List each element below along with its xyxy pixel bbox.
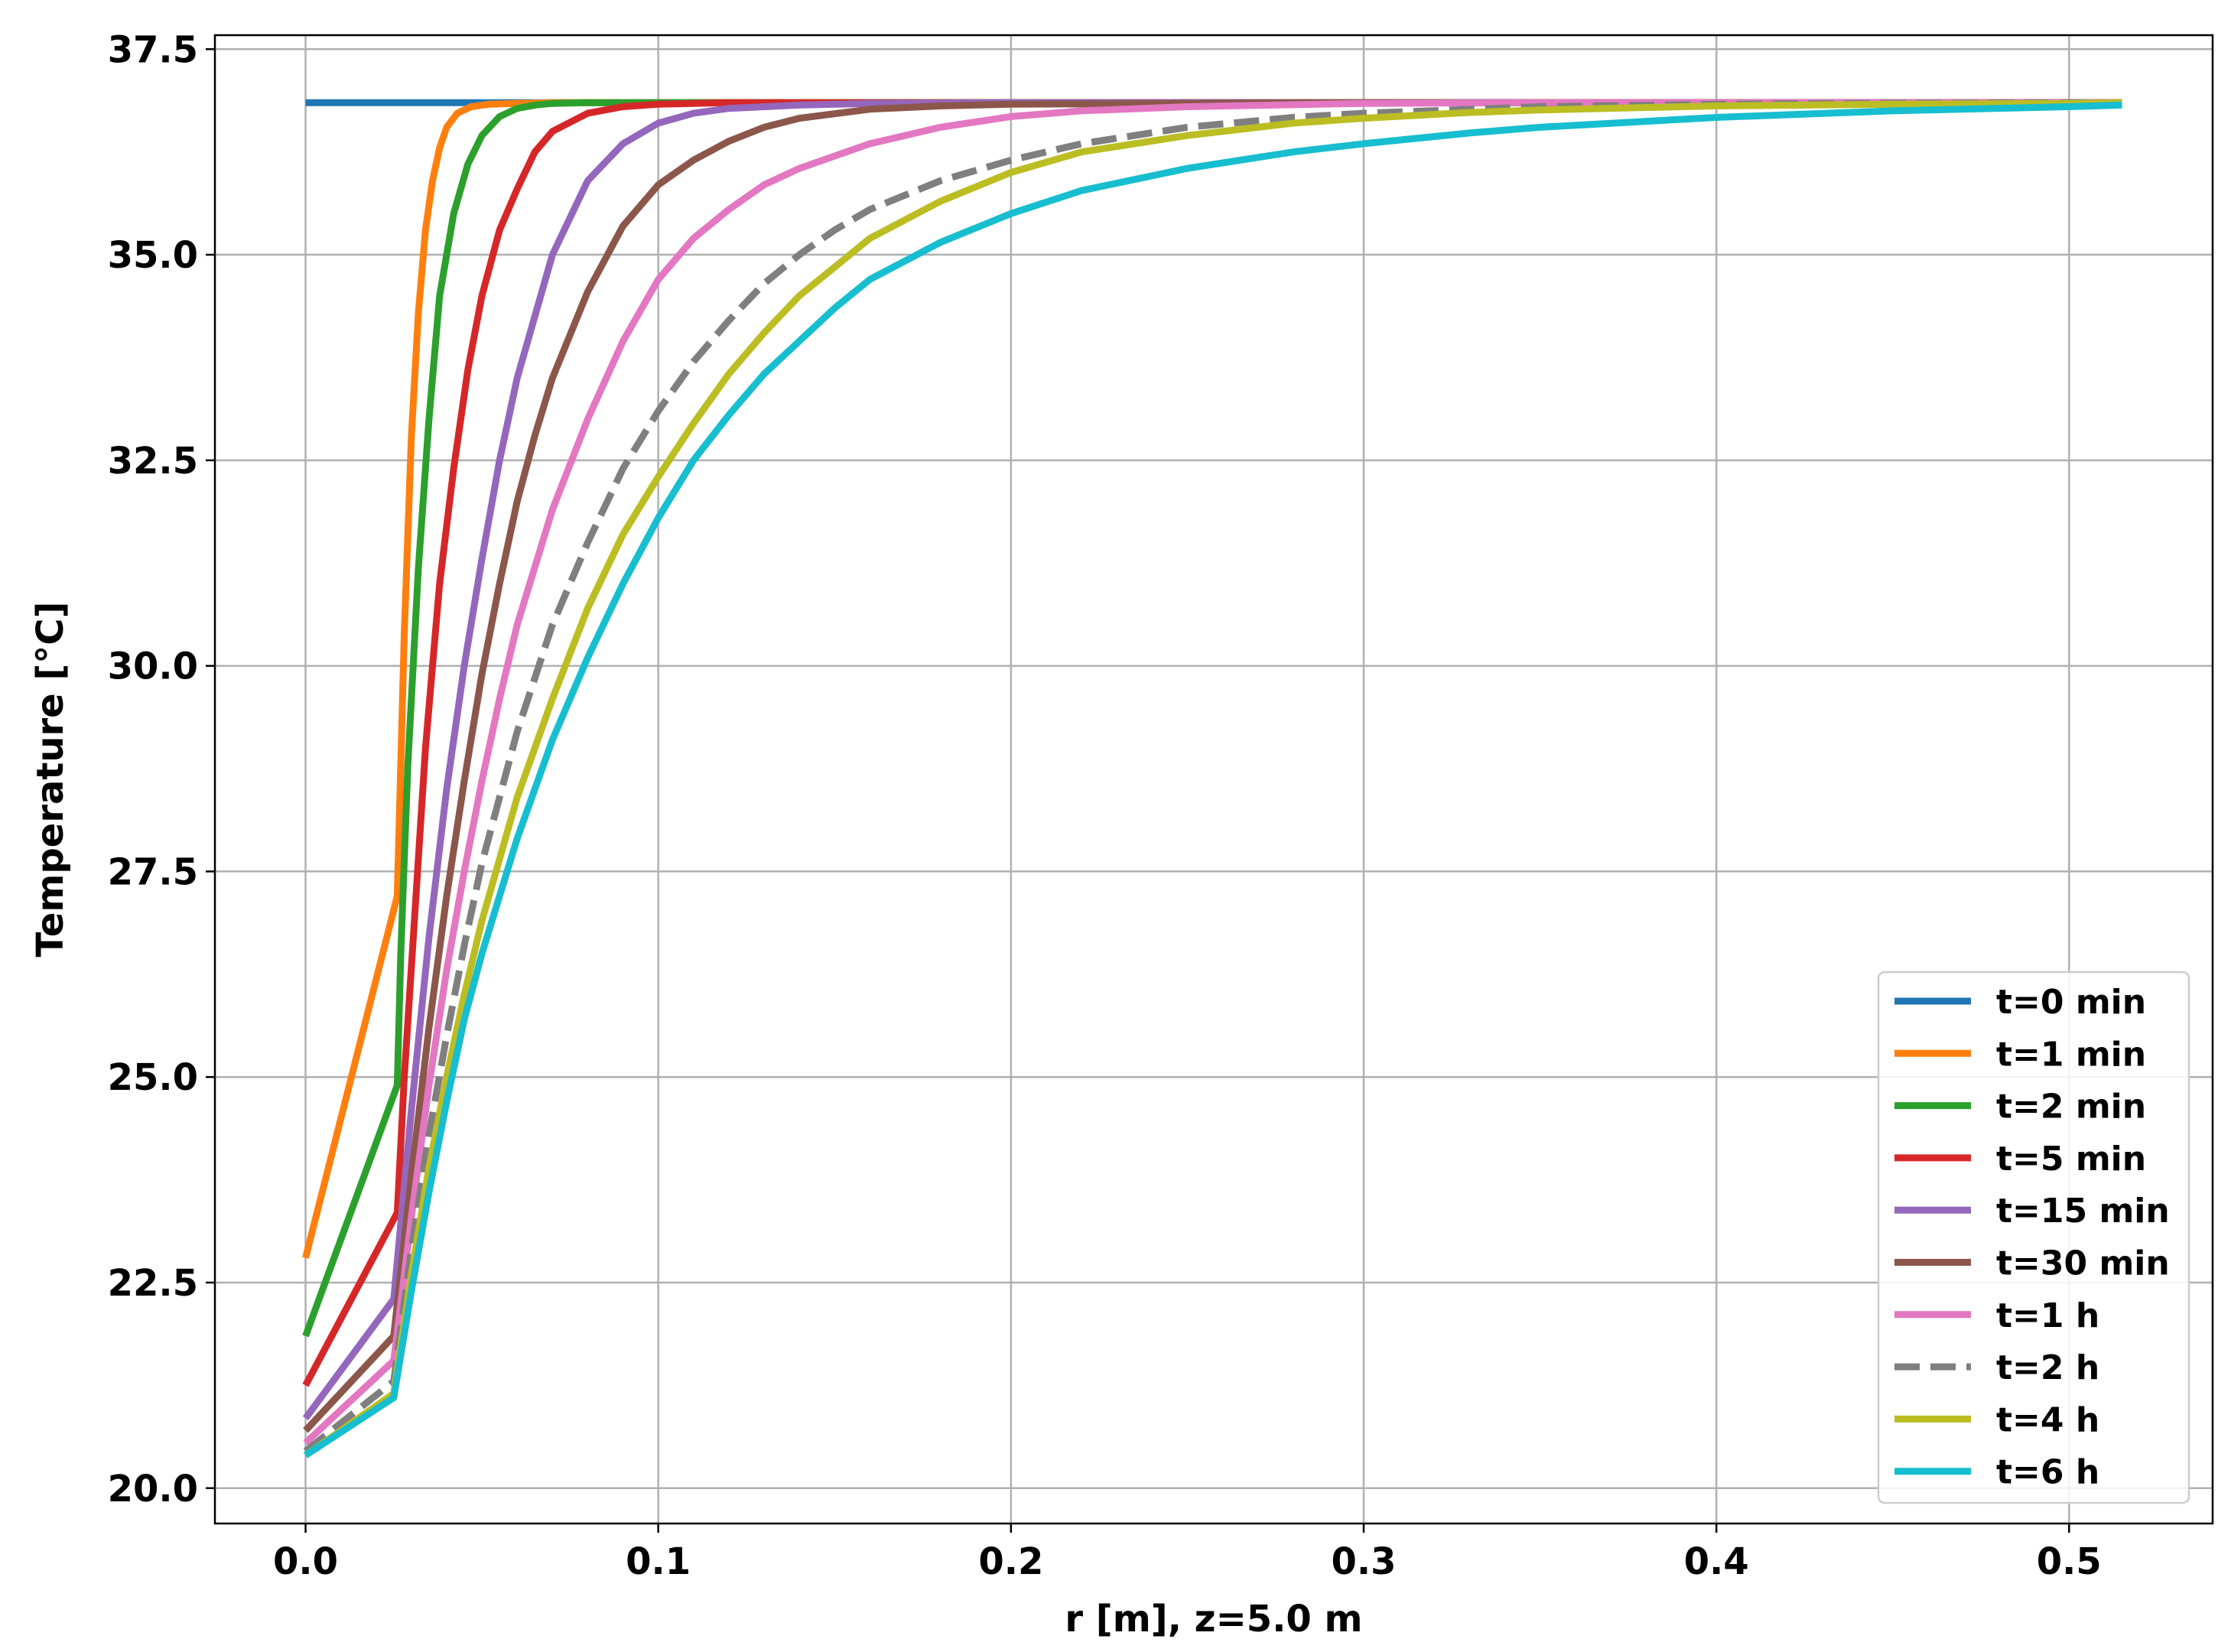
x-tick-label: 0.5 — [2037, 1540, 2102, 1583]
series-line — [303, 99, 2122, 1459]
x-tick-label: 0.3 — [1331, 1540, 1396, 1583]
legend: t=0 min t=1 min t=2 min t=5 min t=15 min t=30… — [1877, 971, 2190, 1504]
series-line — [304, 101, 2122, 1459]
legend-label: t=0 min — [1996, 983, 2146, 1022]
x-tick-label: 0.0 — [273, 1540, 338, 1583]
y-tick-label: 22.5 — [108, 1262, 198, 1305]
series-line — [303, 99, 2122, 1433]
y-axis-label: Temperature [°C] — [29, 601, 72, 957]
legend-label: t=2 h — [1996, 1348, 2099, 1387]
y-tick-label: 27.5 — [108, 850, 198, 893]
legend-label: t=2 min — [1996, 1088, 2146, 1127]
series-lines — [302, 99, 2122, 1459]
legend-label: t=4 h — [1996, 1400, 2099, 1439]
y-tick-label: 30.0 — [108, 646, 198, 688]
x-tick-label: 0.2 — [978, 1540, 1043, 1583]
grid — [215, 35, 2213, 1524]
y-tick-label: 37.5 — [108, 28, 198, 71]
plot-frame — [213, 34, 2214, 1525]
legend-label: t=5 min — [1996, 1140, 2146, 1179]
legend-label: t=1 h — [1996, 1296, 2099, 1335]
y-axis: 20.0 22.5 25.0 27.5 30.0 32.5 35.0 37.5 — [108, 28, 215, 1511]
y-tick-label: 35.0 — [108, 234, 198, 277]
legend-label: t=1 min — [1996, 1035, 2146, 1074]
x-tick-label: 0.4 — [1684, 1540, 1749, 1583]
series-line — [303, 99, 2122, 1446]
x-axis-label: r [m], z=5.0 m — [1065, 1598, 1362, 1641]
x-axis: 0.0 0.1 0.2 0.3 0.4 0.5 — [273, 1524, 2102, 1583]
legend-label: t=15 min — [1996, 1192, 2170, 1231]
y-tick-label: 20.0 — [108, 1468, 198, 1511]
series-line — [303, 99, 2122, 1454]
y-tick-label: 25.0 — [108, 1056, 198, 1099]
legend-label: t=6 h — [1996, 1453, 2099, 1492]
legend-label: t=30 min — [1996, 1244, 2170, 1283]
y-tick-label: 32.5 — [108, 440, 198, 483]
x-tick-label: 0.1 — [626, 1540, 691, 1583]
